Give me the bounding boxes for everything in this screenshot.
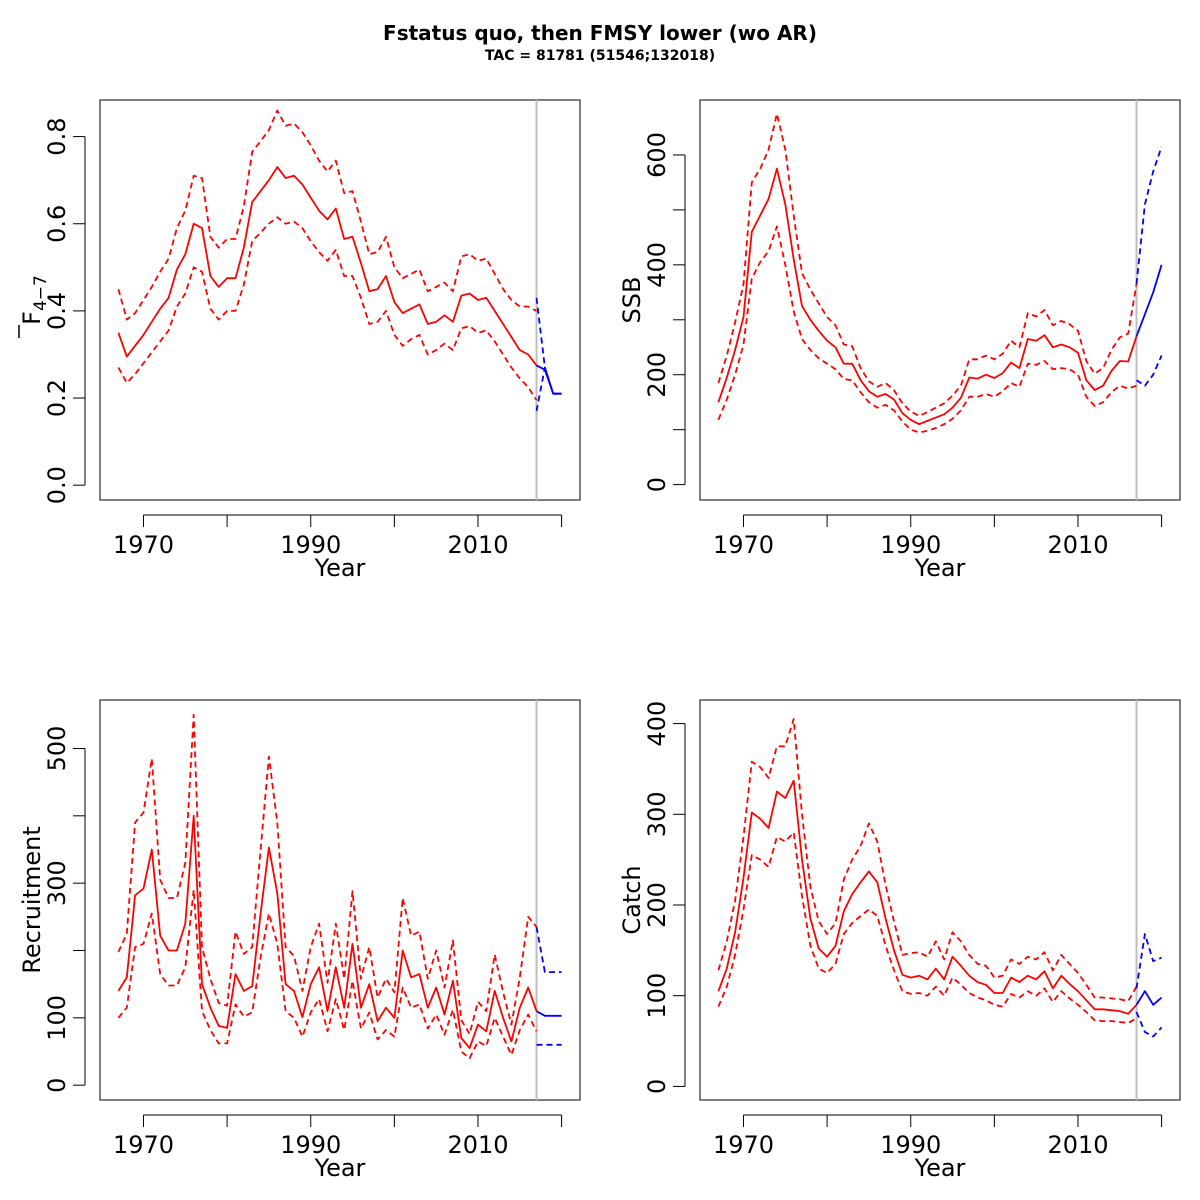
history-upper-line [117,713,538,1035]
y-axis-label: F4−7 [18,275,51,325]
history-lower-line [117,216,538,401]
y-tick-label: 0.0 [43,466,71,504]
x-axis-label: Year [314,1154,366,1182]
panel-3: 1970 1990 2010 Year 0 100 300 500 Recruitment [18,699,581,1182]
x-tick-label: 1990 [880,531,941,559]
y-tick-label: 400 [643,701,671,747]
x-tick-label: 2010 [1047,531,1108,559]
forecast-lower-line [1136,355,1163,387]
plot-frame [99,99,581,501]
history-estimate-line [717,167,1138,426]
x-axis-label: Year [314,554,366,582]
figure-subtitle: TAC = 81781 (51546;132018) [485,48,715,64]
y-tick-label: 300 [643,791,671,837]
x-tick-label: 2010 [1047,1131,1108,1159]
forecast-upper-line [1135,146,1163,285]
plot-frame [699,699,1181,1101]
x-tick-label: 2010 [447,531,508,559]
forecast-lower-line [535,366,562,412]
panel-2: 1970 1990 2010 Year 0 200 400 600 SSB [618,99,1181,582]
y-tick-label: 200 [643,882,671,928]
x-tick-label: 1990 [880,1131,941,1159]
x-tick-label: 1990 [280,531,341,559]
x-axis-label: Year [914,554,966,582]
x-tick-label: 1970 [713,531,774,559]
y-tick-label: 0 [643,477,671,492]
history-lower-line [717,225,1137,434]
y-axis-label: Catch [618,865,646,934]
y-axis-label-main: Catch [618,865,646,934]
figure-title: Fstatus quo, then FMSY lower (wo AR) [383,21,817,45]
y-tick-label: 500 [43,726,71,772]
history-upper-line [717,112,1138,417]
y-tick-label: 200 [643,352,671,398]
y-tick-label: 0.8 [43,118,71,156]
panel-1: 1970 1990 2010 Year 0.0 0.2 0.4 0.6 0.8 F4−7 [18,99,581,582]
y-axis-label: Recruitment [18,826,46,973]
x-tick-label: 1970 [113,1131,174,1159]
panel-4: 1970 1990 2010 Year 0 100 200 300 400 Catch [618,699,1181,1182]
forecast-estimate-line [1135,990,1163,1006]
forecast-upper-line [1135,933,1162,989]
x-tick-label: 1970 [713,1131,774,1159]
x-axis-label: Year [914,1154,966,1182]
history-lower-line [717,831,1137,1024]
y-tick-label: 600 [643,132,671,178]
plot-frame [699,99,1181,501]
history-estimate-line [117,166,538,366]
plot-frame [99,699,581,1101]
y-axis-label-main: Recruitment [18,826,46,973]
forecast-upper-line [535,926,562,973]
history-estimate-line [717,779,1138,1015]
forecast-estimate-line [536,1010,562,1017]
y-tick-label: 0.6 [43,205,71,243]
forecast-lower-line [1135,1011,1163,1038]
y-tick-label: 400 [643,242,671,288]
y-tick-label: 0 [43,1078,71,1093]
y-tick-label: 100 [643,973,671,1019]
y-tick-label: 0.2 [43,379,71,417]
history-upper-line [717,718,1138,1002]
y-axis-label-sub: 4−7 [31,275,51,311]
x-tick-label: 2010 [447,1131,508,1159]
y-tick-label: 0.4 [43,292,71,330]
history-upper-line [117,109,537,321]
history-lower-line [117,889,538,1060]
y-axis-label: SSB [618,277,646,324]
y-axis-label-main: F [18,311,46,325]
y-tick-label: 100 [43,995,71,1041]
y-axis-label-main: SSB [618,277,646,324]
x-tick-label: 1990 [280,1131,341,1159]
history-estimate-line [117,814,538,1049]
y-tick-label: 300 [43,860,71,906]
forecast-estimate-line [1135,264,1163,337]
y-tick-label: 0 [643,1079,671,1094]
x-tick-label: 1970 [113,531,174,559]
forecast-estimate-line [536,364,562,395]
